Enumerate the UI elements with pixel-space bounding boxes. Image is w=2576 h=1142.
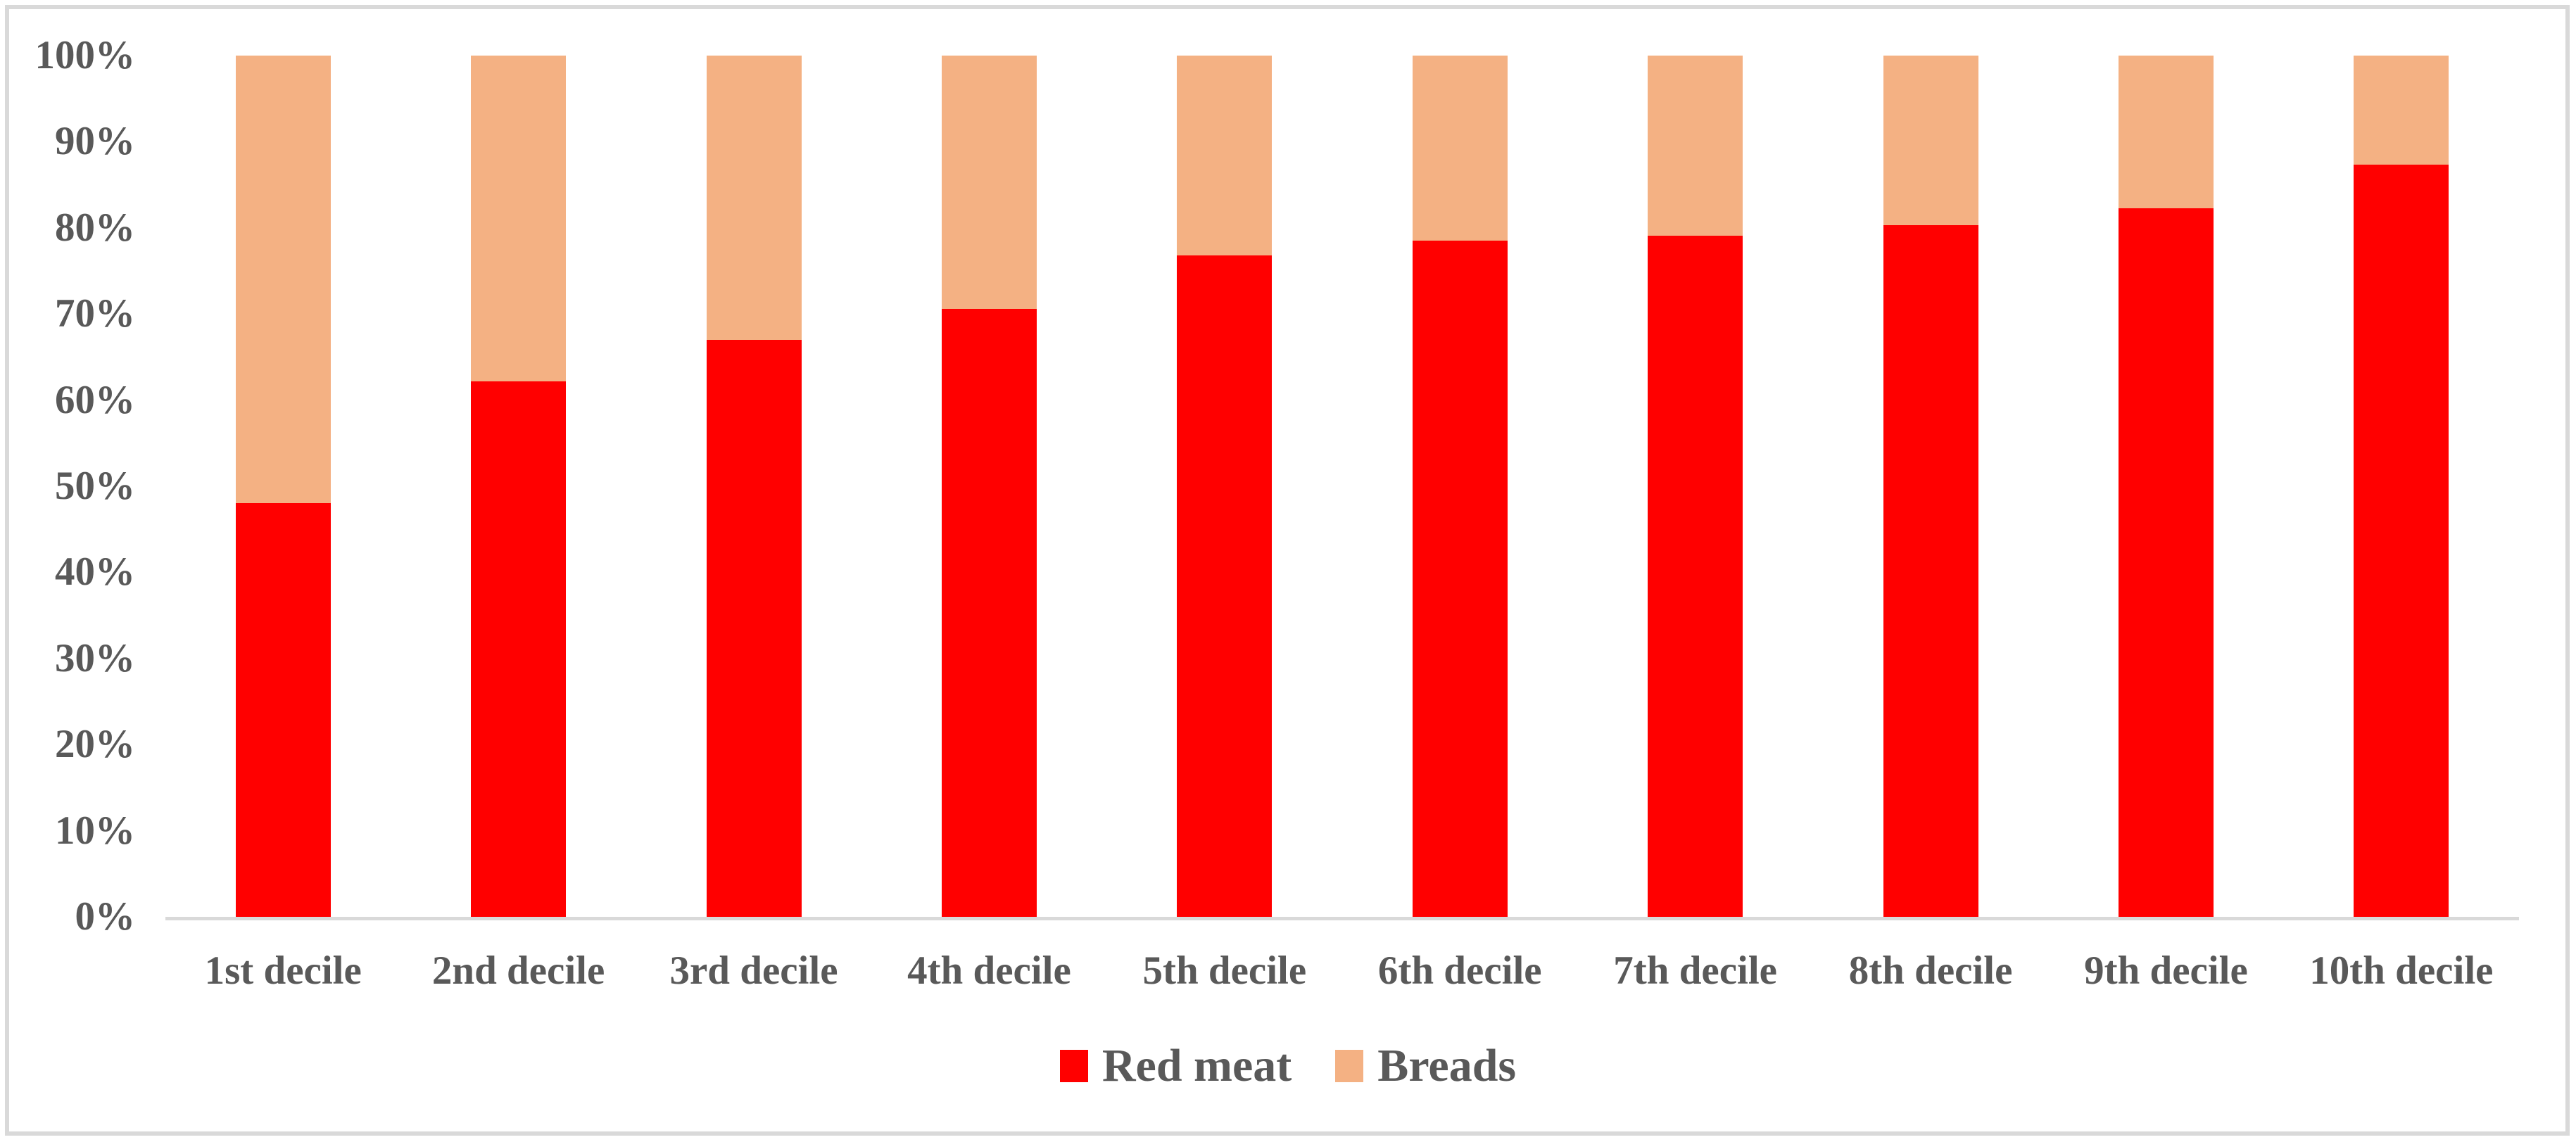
x-axis-label: 6th decile: [1377, 949, 1542, 993]
segment-breads: [1883, 56, 1978, 226]
x-axis-label: 7th decile: [1613, 949, 1777, 993]
legend-item: Red meat: [1059, 1040, 1292, 1092]
segment-red-meat: [1648, 235, 1743, 917]
y-tick-label: 40%: [55, 550, 135, 595]
stacked-bar: [2118, 56, 2214, 917]
segment-breads: [2354, 56, 2449, 165]
bar-slot: [400, 56, 636, 917]
segment-red-meat: [1412, 241, 1508, 917]
y-tick-label: 70%: [55, 291, 135, 336]
y-tick-label: 50%: [55, 464, 135, 508]
bar-slot: [165, 56, 400, 917]
segment-red-meat: [1883, 225, 1978, 917]
segment-red-meat: [941, 308, 1037, 917]
stacked-bar: [471, 56, 567, 917]
segment-breads: [706, 56, 802, 340]
y-tick-label: 80%: [55, 205, 135, 250]
x-axis-label: 5th decile: [1142, 949, 1307, 993]
legend-item: Breads: [1335, 1040, 1516, 1092]
legend-marker-icon: [1059, 1050, 1088, 1082]
x-axis-label: 9th decile: [2084, 949, 2248, 993]
segment-breads: [235, 56, 331, 504]
y-tick-label: 100%: [34, 33, 136, 77]
segment-red-meat: [706, 339, 802, 917]
bar-slot: [1107, 56, 1342, 917]
y-tick-label: 30%: [55, 635, 135, 680]
x-axis-label: 3rd decile: [669, 949, 838, 993]
chart-legend: Red meat Breads: [0, 1040, 2576, 1092]
x-axis-label: 8th decile: [1848, 949, 2013, 993]
segment-breads: [471, 56, 567, 381]
x-axis-label: 2nd decile: [431, 949, 605, 993]
segment-breads: [2118, 56, 2214, 208]
bar-slot: [636, 56, 871, 917]
stacked-bar: [1177, 56, 1273, 917]
bar-slot: [1577, 56, 1812, 917]
x-axis-label: 4th decile: [907, 949, 1071, 993]
plot-area: [165, 56, 2519, 917]
segment-breads: [1648, 56, 1743, 236]
legend-marker-icon: [1335, 1050, 1364, 1082]
stacked-bar: [1648, 56, 1743, 917]
segment-breads: [941, 56, 1037, 309]
bar-slot: [1813, 56, 2048, 917]
segment-red-meat: [235, 503, 331, 917]
segment-breads: [1177, 56, 1273, 255]
y-tick-label: 20%: [55, 722, 135, 767]
legend-label: Red meat: [1101, 1040, 1292, 1091]
segment-red-meat: [471, 381, 567, 917]
segment-red-meat: [2354, 165, 2449, 917]
stacked-bar: [706, 56, 802, 917]
segment-breads: [1412, 56, 1508, 241]
x-axis-label: 1st decile: [204, 949, 362, 993]
x-axis-line: [165, 917, 2519, 920]
stacked-bar: [1412, 56, 1508, 917]
bar-slot: [1342, 56, 1577, 917]
bar-slot: [871, 56, 1106, 917]
y-tick-label: 90%: [55, 119, 135, 164]
segment-red-meat: [1177, 255, 1273, 917]
y-tick-label: 10%: [55, 808, 135, 853]
y-tick-label: 60%: [55, 377, 135, 422]
x-axis-labels: 1st decile 2nd decile 3rd decile 4th decile…: [165, 941, 2519, 1001]
stacked-bar: [941, 56, 1037, 917]
bar-slot: [2284, 56, 2519, 917]
stacked-bar: [235, 56, 331, 917]
legend-label: Breads: [1377, 1040, 1517, 1091]
segment-red-meat: [2118, 208, 2214, 917]
y-tick-label: 0%: [75, 894, 136, 939]
x-axis-label: 10th decile: [2309, 949, 2494, 993]
stacked-bar: [1883, 56, 1978, 917]
bar-slot: [2048, 56, 2283, 917]
stacked-bar: [2354, 56, 2449, 917]
